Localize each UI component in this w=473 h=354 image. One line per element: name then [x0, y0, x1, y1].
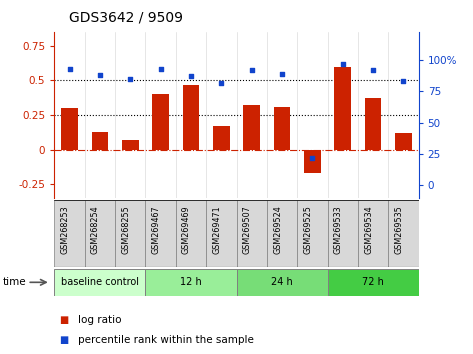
Bar — [365, 98, 381, 150]
Text: GSM269535: GSM269535 — [394, 205, 403, 254]
Text: GSM268255: GSM268255 — [121, 205, 130, 254]
Bar — [85, 200, 115, 267]
Bar — [183, 85, 199, 150]
Text: percentile rank within the sample: percentile rank within the sample — [78, 335, 254, 345]
Point — [126, 76, 134, 82]
Bar — [236, 200, 267, 267]
Text: GSM269469: GSM269469 — [182, 205, 191, 254]
Bar — [145, 269, 236, 296]
Bar — [54, 269, 146, 296]
Point — [278, 71, 286, 77]
Text: GSM269524: GSM269524 — [273, 205, 282, 254]
Bar — [213, 126, 230, 150]
Bar — [54, 200, 85, 267]
Text: GSM268253: GSM268253 — [61, 205, 70, 254]
Bar — [334, 67, 351, 150]
Text: baseline control: baseline control — [61, 277, 139, 287]
Text: GSM268254: GSM268254 — [91, 205, 100, 254]
Text: GSM269471: GSM269471 — [212, 205, 221, 254]
Bar — [92, 132, 108, 150]
Bar — [115, 200, 146, 267]
Bar — [236, 269, 327, 296]
Point — [308, 155, 316, 161]
Point — [400, 79, 407, 84]
Bar — [395, 133, 412, 150]
Bar — [327, 200, 358, 267]
Point — [187, 74, 195, 79]
Text: log ratio: log ratio — [78, 315, 122, 325]
Point — [339, 61, 347, 67]
Text: 24 h: 24 h — [271, 277, 293, 287]
Text: GSM269534: GSM269534 — [364, 205, 373, 254]
Point — [96, 72, 104, 78]
Text: 72 h: 72 h — [362, 277, 384, 287]
Bar — [327, 269, 419, 296]
Text: ■: ■ — [59, 315, 69, 325]
Bar — [274, 107, 290, 150]
Bar — [176, 200, 206, 267]
Bar — [243, 105, 260, 150]
Text: 12 h: 12 h — [180, 277, 202, 287]
Text: GSM269507: GSM269507 — [243, 205, 252, 254]
Point — [248, 67, 255, 73]
Bar — [388, 200, 419, 267]
Bar — [358, 200, 388, 267]
Bar — [206, 200, 236, 267]
Text: time: time — [2, 277, 26, 287]
Bar — [61, 108, 78, 150]
Point — [66, 66, 73, 72]
Text: GSM269467: GSM269467 — [152, 205, 161, 254]
Point — [369, 67, 377, 73]
Point — [157, 66, 165, 72]
Bar — [152, 94, 169, 150]
Bar — [145, 200, 176, 267]
Text: GSM269525: GSM269525 — [303, 205, 312, 254]
Text: GDS3642 / 9509: GDS3642 / 9509 — [69, 11, 183, 25]
Bar — [122, 140, 139, 150]
Text: GSM269533: GSM269533 — [334, 205, 343, 254]
Bar — [267, 200, 297, 267]
Bar — [297, 200, 327, 267]
Text: ■: ■ — [59, 335, 69, 345]
Point — [218, 80, 225, 85]
Bar — [304, 150, 321, 173]
